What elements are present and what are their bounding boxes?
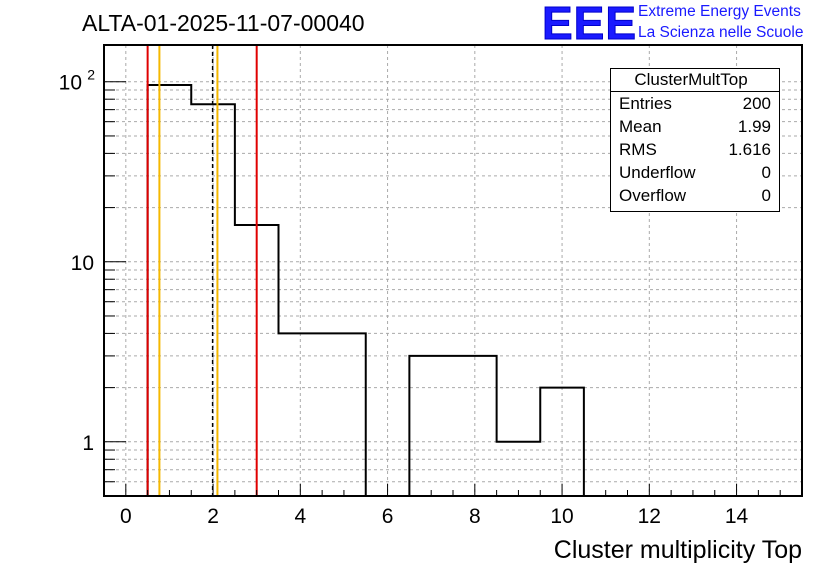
stat-label: Underflow — [619, 163, 696, 182]
chart-title: ALTA-01-2025-11-07-00040 — [82, 10, 365, 36]
stat-label: Overflow — [619, 186, 687, 205]
y-tick-label: 10 — [71, 252, 94, 275]
stat-label: RMS — [619, 140, 657, 159]
histogram-bin — [322, 333, 366, 496]
histogram-bin — [540, 388, 584, 496]
stats-divider — [611, 91, 779, 92]
stat-value: 1.616 — [728, 140, 771, 159]
x-tick-label: 0 — [120, 505, 132, 528]
stat-row-entries: Entries 200 — [619, 94, 771, 114]
x-tick-label: 6 — [382, 505, 394, 528]
stat-value: 1.99 — [737, 117, 771, 136]
x-tick-label: 10 — [550, 505, 573, 528]
histogram-bin — [409, 356, 453, 496]
stat-row-underflow: Underflow 0 — [619, 163, 771, 183]
stat-value: 0 — [761, 163, 771, 182]
histogram-outline — [146, 83, 585, 497]
x-tick-label: 12 — [638, 505, 661, 528]
y-tick-exponent: 2 — [87, 67, 95, 83]
stat-value: 0 — [761, 186, 771, 205]
x-tick-label: 4 — [294, 505, 306, 528]
x-tick-label: 14 — [725, 505, 749, 528]
logo-line-2: La Scienza nelle Scuole — [638, 24, 804, 41]
stats-title: ClusterMultTop — [634, 70, 748, 89]
y-tick-label: 10 — [59, 72, 82, 95]
x-tick-label: 2 — [207, 505, 219, 528]
histogram-bin — [148, 85, 192, 496]
x-tick-label: 8 — [469, 505, 481, 528]
histogram-bin — [453, 356, 497, 496]
stat-row-overflow: Overflow 0 — [619, 186, 771, 206]
stat-row-mean: Mean 1.99 — [619, 117, 771, 137]
stats-box: ClusterMultTop Entries 200 Mean 1.99 RMS… — [610, 68, 780, 212]
stat-label: Entries — [619, 94, 672, 113]
stat-label: Mean — [619, 117, 662, 136]
eee-logo: EEE — [541, 0, 638, 49]
stat-value: 200 — [742, 94, 771, 113]
logo-line-1: Extreme Energy Events — [638, 3, 801, 20]
x-axis-label: Cluster multiplicity Top — [553, 536, 802, 564]
histogram-bin — [497, 442, 541, 496]
y-tick-label: 1 — [82, 432, 94, 455]
histogram-bin — [279, 333, 323, 496]
stat-row-rms: RMS 1.616 — [619, 140, 771, 160]
